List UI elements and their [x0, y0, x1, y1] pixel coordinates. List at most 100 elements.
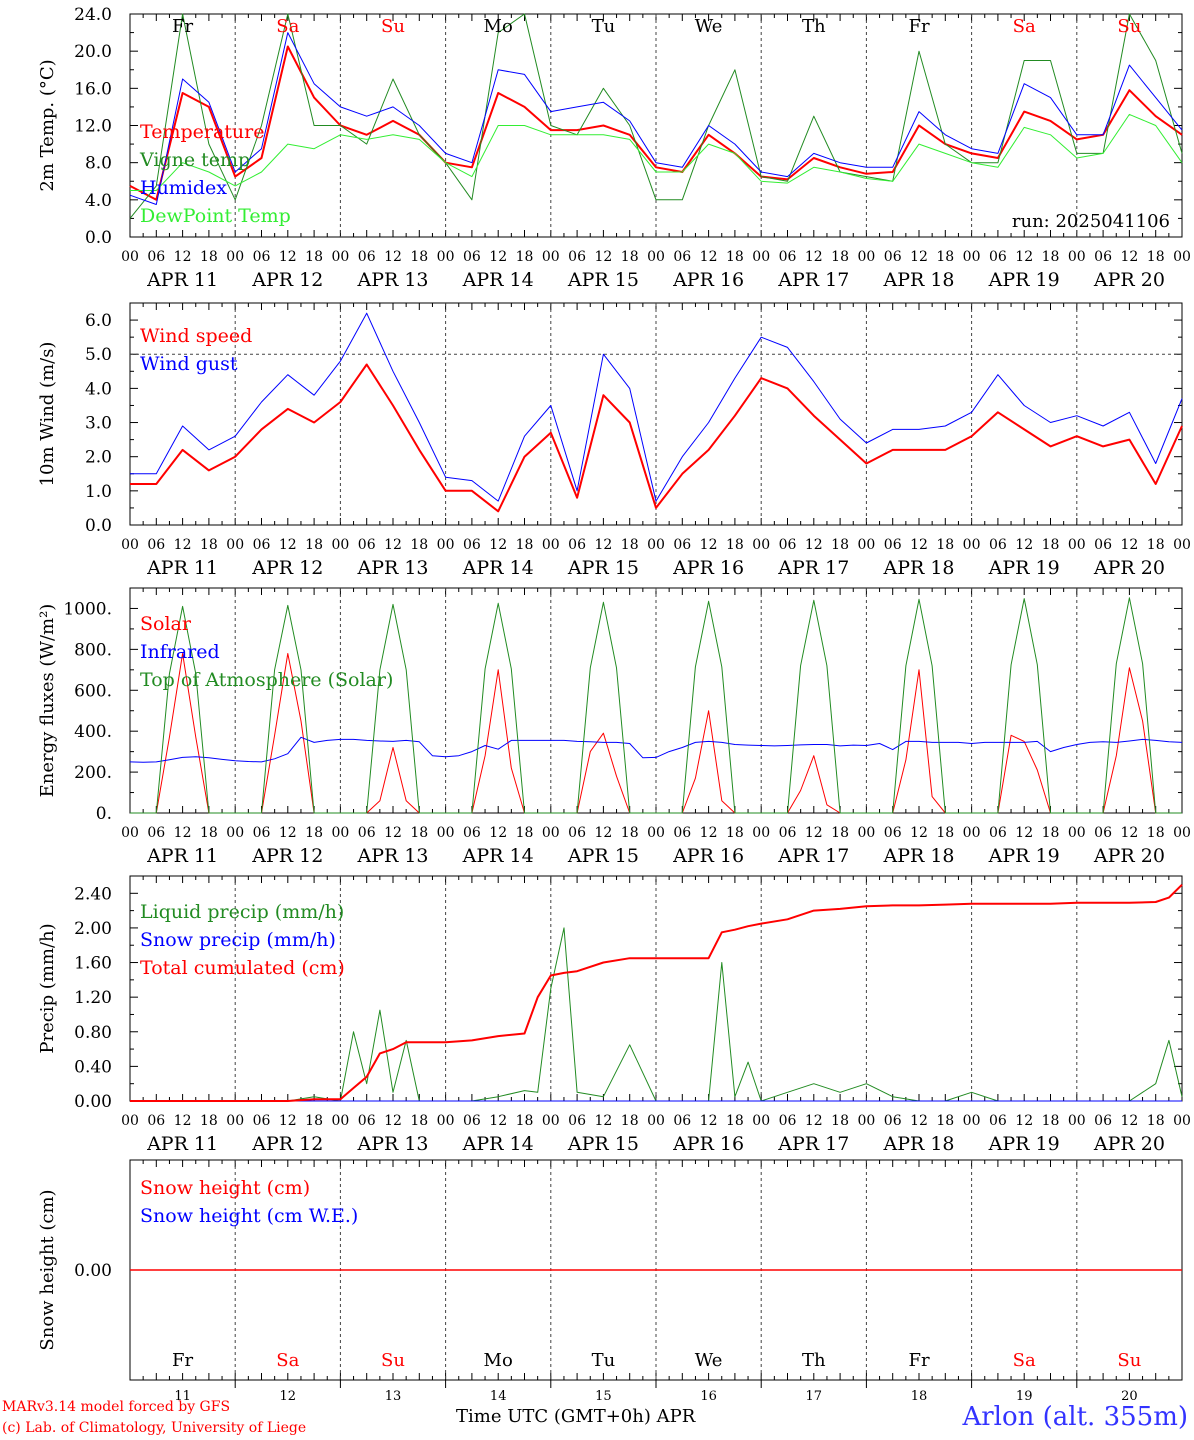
hour-label: 06 [673, 537, 691, 553]
y-tick-label: 12.0 [74, 117, 112, 137]
hour-label: 06 [568, 249, 586, 265]
date-label: APR 18 [882, 269, 954, 291]
date-label: APR 20 [1093, 269, 1165, 291]
hour-label: 00 [1173, 537, 1191, 553]
date-label: APR 17 [777, 557, 849, 579]
hour-label: 00 [1068, 1113, 1086, 1129]
hour-label: 18 [1042, 1113, 1060, 1129]
date-label: APR 18 [882, 557, 954, 579]
hour-label: 12 [489, 249, 507, 265]
y-axis-label: Precip (mm/h) [37, 923, 58, 1053]
hour-label: 12 [910, 537, 928, 553]
hour-label: 06 [673, 249, 691, 265]
hour-label: 06 [358, 825, 376, 841]
hour-label: 18 [936, 825, 954, 841]
hour-label: 12 [1015, 825, 1033, 841]
day-name: Tu [592, 16, 616, 37]
hour-label: 18 [1042, 825, 1060, 841]
legend-entry: Wind gust [140, 353, 238, 375]
day-number: 19 [1016, 1389, 1033, 1404]
hour-label: 18 [621, 825, 639, 841]
location-label: Arlon (alt. 355m) [962, 1402, 1188, 1432]
day-name: Sa [276, 1350, 299, 1371]
date-label: APR 12 [251, 269, 323, 291]
hour-label: 18 [516, 537, 534, 553]
chart-panel-5: 0.00 Snow height (cm) Snow height (cm) Snow… [37, 1159, 1183, 1404]
day-name: We [695, 16, 723, 37]
hour-label: 00 [331, 249, 349, 265]
date-label: APR 12 [251, 1133, 323, 1155]
date-label: APR 17 [777, 1133, 849, 1155]
date-label: APR 11 [146, 845, 218, 867]
y-tick-label: 400. [74, 722, 112, 742]
hour-label: 12 [910, 249, 928, 265]
hour-label: 00 [752, 1113, 770, 1129]
hour-label: 06 [884, 1113, 902, 1129]
hour-label: 06 [989, 537, 1007, 553]
hour-label: 00 [121, 537, 139, 553]
y-tick-label: 8.0 [85, 154, 112, 174]
hour-label: 06 [779, 249, 797, 265]
legend-entry: Vigne temp [139, 149, 250, 171]
hour-label: 12 [594, 249, 612, 265]
date-label: APR 15 [567, 269, 639, 291]
hour-label: 00 [963, 825, 981, 841]
date-label: APR 13 [356, 557, 428, 579]
hour-label: 18 [726, 1113, 744, 1129]
hour-label: 06 [989, 825, 1007, 841]
y-tick-label: 3.0 [85, 414, 112, 434]
hour-label: 12 [594, 825, 612, 841]
date-label: APR 14 [462, 557, 534, 579]
hour-label: 06 [463, 537, 481, 553]
hour-label: 18 [1147, 825, 1165, 841]
hour-label: 18 [305, 537, 323, 553]
date-label: APR 11 [146, 557, 218, 579]
y-axis-label: Energy fluxes (W/m²) [37, 604, 58, 798]
y-tick-label: 16.0 [74, 79, 112, 99]
y-tick-label: 1000. [63, 599, 112, 619]
legend-entry: Wind speed [140, 325, 252, 347]
legend-entry: Liquid precip (mm/h) [140, 901, 344, 923]
day-number: 13 [385, 1389, 402, 1404]
hour-label: 12 [1015, 537, 1033, 553]
hour-label: 18 [200, 249, 218, 265]
hour-label: 06 [253, 825, 271, 841]
hour-label: 06 [358, 537, 376, 553]
day-name: Fr [172, 1350, 193, 1371]
hour-label: 00 [1068, 537, 1086, 553]
series-line-humidex [129, 32, 1183, 205]
hour-label: 12 [1015, 1113, 1033, 1129]
day-number: 16 [700, 1389, 717, 1404]
hour-label: 18 [410, 249, 428, 265]
series-line-wind-gust [130, 312, 1183, 502]
hour-label: 00 [647, 1113, 665, 1129]
series-group [129, 13, 1183, 219]
date-label: APR 14 [462, 845, 534, 867]
hour-label: 00 [752, 249, 770, 265]
day-name: We [695, 1350, 723, 1371]
day-name: Sa [1013, 16, 1036, 37]
hour-label: 18 [831, 249, 849, 265]
hour-label: 12 [279, 537, 297, 553]
hour-label: 12 [1015, 249, 1033, 265]
hour-label: 12 [700, 537, 718, 553]
hour-label: 06 [568, 1113, 586, 1129]
hour-label: 00 [857, 825, 875, 841]
date-label: APR 13 [356, 1133, 428, 1155]
hour-label: 00 [226, 249, 244, 265]
hour-label: 06 [463, 249, 481, 265]
hour-label: 12 [279, 825, 297, 841]
hour-label: 18 [200, 1113, 218, 1129]
hour-label: 18 [621, 249, 639, 265]
hour-label: 18 [410, 825, 428, 841]
hour-label: 18 [936, 249, 954, 265]
series-group [130, 312, 1183, 513]
date-label: APR 13 [356, 845, 428, 867]
hour-label: 12 [384, 249, 402, 265]
series-line-vigne-temp [129, 13, 1183, 219]
plot-frame [129, 587, 1183, 814]
series-group [130, 883, 1183, 1102]
legend-entry: Humidex [140, 177, 227, 199]
day-name: Su [381, 1350, 405, 1371]
hour-label: 00 [121, 825, 139, 841]
